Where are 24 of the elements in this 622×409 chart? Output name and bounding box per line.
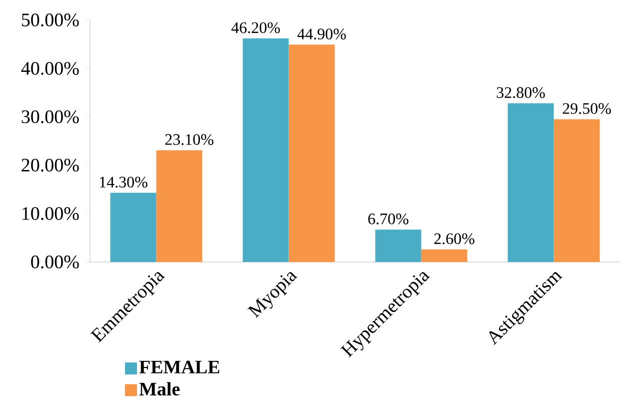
data-label: 14.30%	[100, 176, 148, 188]
bar	[242, 38, 289, 262]
data-label: 2.60%	[434, 233, 474, 244]
bar	[288, 44, 335, 262]
y-tick-label: 10.00%	[22, 207, 79, 220]
data-label: 44.90%	[297, 28, 346, 40]
bar	[156, 150, 202, 262]
legend-label: Male	[139, 382, 180, 396]
legend-label: FEMALE	[139, 360, 220, 374]
y-tick-label: 0.00%	[31, 256, 79, 268]
y-tick-label: 40.00%	[21, 62, 79, 75]
bar	[110, 192, 156, 262]
y-tick-label: 30.00%	[22, 110, 79, 124]
bar	[508, 103, 554, 262]
bar	[554, 119, 600, 262]
data-label: 23.10%	[165, 134, 214, 146]
bar	[421, 249, 468, 262]
data-label: 29.50%	[562, 103, 611, 114]
data-label: 32.80%	[496, 87, 545, 98]
bar	[375, 230, 422, 262]
data-label: 6.70%	[368, 214, 408, 224]
y-tick-label: 20.00%	[22, 158, 79, 172]
y-tick-label: 50.00%	[22, 14, 79, 26]
data-label: 46.20%	[231, 22, 280, 34]
